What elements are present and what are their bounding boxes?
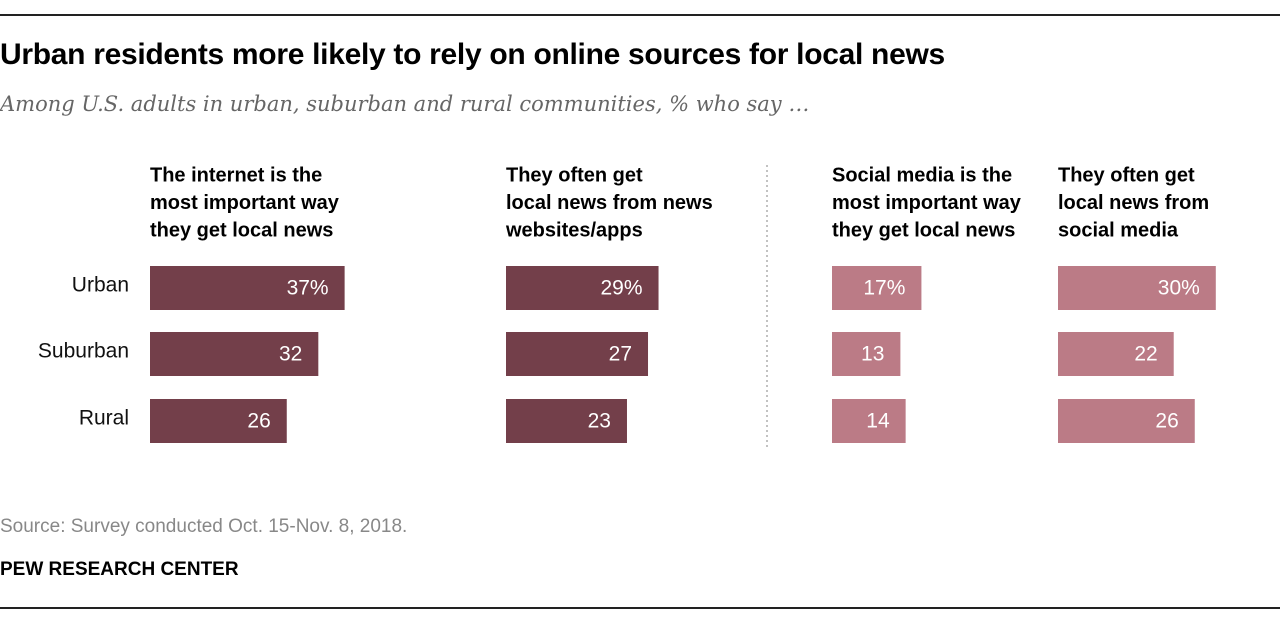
bar — [506, 399, 627, 443]
series-header-line: websites/apps — [505, 219, 643, 241]
series-header-line: local news from news — [506, 192, 713, 214]
bar — [1058, 266, 1216, 310]
chart-title: Urban residents more likely to rely on o… — [0, 38, 945, 71]
bar — [150, 332, 319, 376]
category-label-rural: Rural — [79, 407, 129, 430]
bar — [150, 266, 345, 310]
series-header-line: Social media is the — [832, 164, 1012, 186]
series-header-line: they get local news — [150, 219, 333, 241]
bar-value-label: 29% — [601, 277, 643, 300]
bar — [1058, 332, 1174, 376]
bar-value-label: 22 — [1134, 343, 1157, 366]
series-header-line: most important way — [150, 192, 340, 214]
bar — [506, 332, 649, 376]
series-header-line: They often get — [506, 164, 643, 186]
chart-svg: Urban Suburban Rural The internet is the mos… — [38, 164, 1216, 450]
category-label-urban: Urban — [72, 274, 129, 297]
bar-value-label: 17% — [863, 277, 905, 300]
bar — [832, 399, 906, 443]
bar — [832, 266, 922, 310]
bar-value-label: 30% — [1158, 277, 1200, 300]
chart-subtitle: Among U.S. adults in urban, suburban and… — [0, 92, 810, 116]
series-header-line: social media — [1058, 219, 1179, 241]
bar-value-label: 23 — [588, 410, 611, 433]
top-rule — [0, 14, 1280, 16]
series-header-line: most important way — [832, 192, 1022, 214]
series-header-line: The internet is the — [150, 164, 322, 186]
bottom-rule — [0, 607, 1280, 609]
bar — [506, 266, 659, 310]
bar-value-label: 26 — [247, 410, 270, 433]
series-header-line: they get local news — [832, 219, 1015, 241]
series-header-line: They often get — [1058, 164, 1195, 186]
bar-value-label: 14 — [866, 410, 890, 433]
source-note: Source: Survey conducted Oct. 15-Nov. 8,… — [0, 516, 408, 537]
bar — [832, 332, 901, 376]
category-label-suburban: Suburban — [38, 340, 129, 363]
bar-value-label: 13 — [861, 343, 884, 366]
bar-value-label: 32 — [279, 343, 302, 366]
bar-value-label: 37% — [287, 277, 329, 300]
bar — [1058, 399, 1195, 443]
bar-value-label: 26 — [1155, 410, 1178, 433]
series-header-line: local news from — [1058, 192, 1209, 214]
brand-label: PEW RESEARCH CENTER — [0, 559, 239, 580]
bar — [150, 399, 287, 443]
bar-value-label: 27 — [609, 343, 632, 366]
